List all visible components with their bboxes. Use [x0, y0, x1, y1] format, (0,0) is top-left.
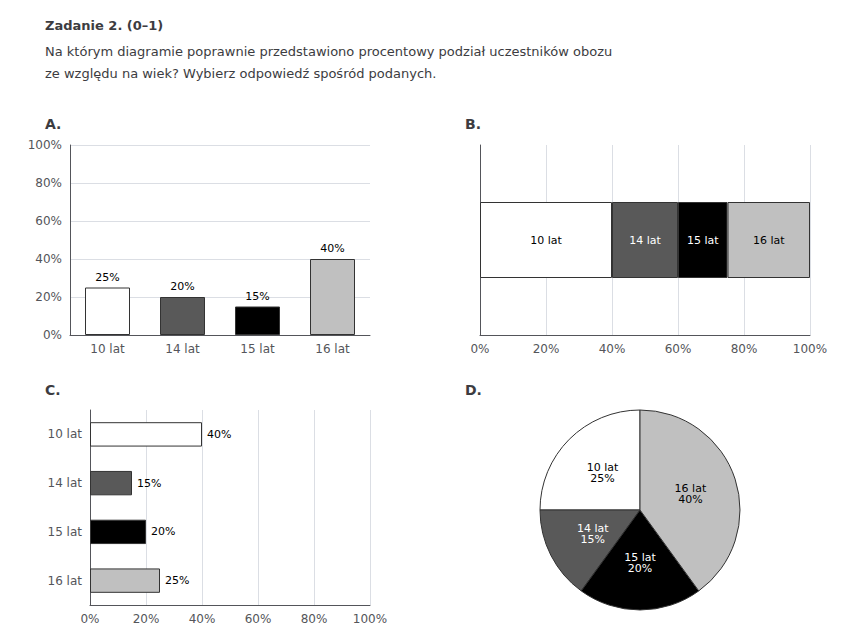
svg-text:15 lat: 15 lat — [240, 342, 275, 356]
svg-text:100%: 100% — [353, 612, 387, 626]
svg-text:14 lat: 14 lat — [48, 476, 83, 490]
svg-text:A.: A. — [45, 116, 61, 132]
svg-text:20%: 20% — [35, 290, 62, 304]
svg-text:0%: 0% — [43, 328, 62, 342]
svg-text:Zadanie 2. (0–1): Zadanie 2. (0–1) — [45, 18, 163, 33]
svg-text:40%: 40% — [207, 428, 231, 441]
svg-text:40%: 40% — [678, 493, 702, 506]
svg-text:16 lat: 16 lat — [674, 481, 707, 495]
svg-text:Na którym diagramie poprawnie: Na którym diagramie poprawnie przedstawi… — [45, 44, 612, 59]
svg-text:10 lat: 10 lat — [530, 234, 562, 247]
svg-text:40%: 40% — [189, 612, 216, 626]
svg-text:20%: 20% — [628, 562, 652, 575]
svg-text:25%: 25% — [165, 574, 189, 587]
svg-text:14 lat: 14 lat — [629, 234, 661, 247]
svg-text:20%: 20% — [533, 342, 560, 356]
svg-text:25%: 25% — [590, 472, 614, 485]
svg-text:B.: B. — [465, 116, 481, 132]
svg-text:40%: 40% — [320, 242, 344, 255]
svg-text:15 lat: 15 lat — [687, 234, 719, 247]
svg-text:14 lat: 14 lat — [165, 342, 200, 356]
svg-text:15%: 15% — [581, 533, 605, 546]
svg-text:D.: D. — [465, 382, 482, 398]
svg-text:C.: C. — [45, 382, 61, 398]
svg-text:80%: 80% — [731, 342, 758, 356]
svg-text:20%: 20% — [151, 525, 175, 538]
svg-text:20%: 20% — [133, 612, 160, 626]
svg-text:10 lat: 10 lat — [586, 460, 619, 474]
svg-text:100%: 100% — [793, 342, 827, 356]
svg-text:0%: 0% — [80, 612, 99, 626]
svg-text:16 lat: 16 lat — [753, 234, 785, 247]
svg-text:40%: 40% — [35, 252, 62, 266]
svg-text:10 lat: 10 lat — [90, 342, 125, 356]
svg-text:15%: 15% — [137, 477, 161, 490]
svg-text:60%: 60% — [35, 214, 62, 228]
svg-text:10 lat: 10 lat — [48, 427, 83, 441]
svg-text:80%: 80% — [35, 176, 62, 190]
svg-text:60%: 60% — [665, 342, 692, 356]
svg-text:0%: 0% — [470, 342, 489, 356]
svg-text:15 lat: 15 lat — [624, 551, 656, 564]
svg-text:16 lat: 16 lat — [48, 574, 83, 588]
svg-text:25%: 25% — [95, 271, 119, 284]
svg-text:16 lat: 16 lat — [315, 342, 350, 356]
svg-text:20%: 20% — [170, 280, 194, 293]
svg-text:15%: 15% — [245, 290, 269, 303]
svg-text:60%: 60% — [245, 612, 272, 626]
svg-text:100%: 100% — [28, 138, 62, 152]
svg-text:80%: 80% — [301, 612, 328, 626]
svg-text:40%: 40% — [599, 342, 626, 356]
svg-text:ze względu na wiek? Wybierz od: ze względu na wiek? Wybierz odpowiedź sp… — [45, 66, 436, 81]
svg-text:15 lat: 15 lat — [48, 525, 83, 539]
svg-text:14 lat: 14 lat — [577, 522, 609, 536]
